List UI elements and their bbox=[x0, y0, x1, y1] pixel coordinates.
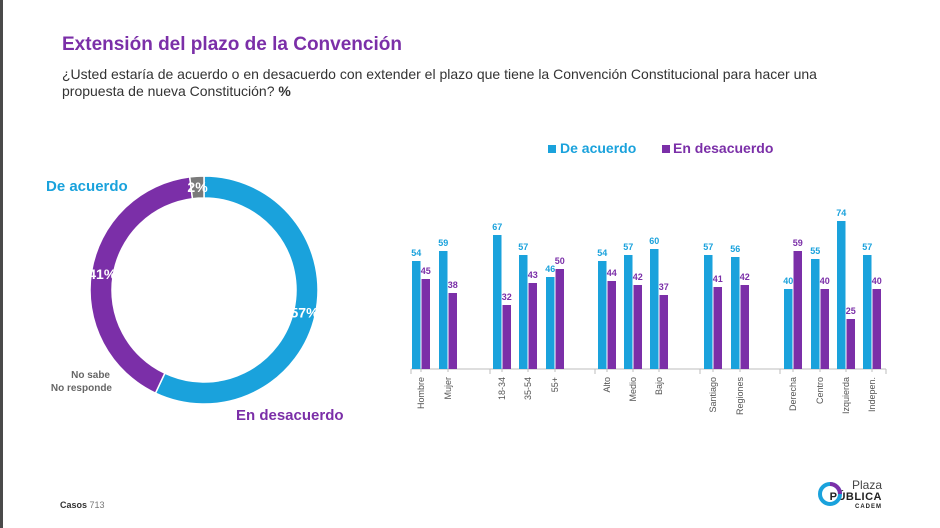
data-label-acuerdo-9: 56 bbox=[730, 244, 740, 254]
bar-desacuerdo-13 bbox=[872, 289, 881, 369]
x-tick-label-6: Medio bbox=[628, 377, 638, 402]
donut-slice-1 bbox=[89, 176, 194, 395]
casos-label: Casos bbox=[60, 500, 88, 510]
x-tick-label-5: Alto bbox=[602, 377, 612, 393]
logo-line1: Plaza bbox=[851, 478, 882, 492]
bar-acuerdo-6 bbox=[624, 255, 633, 369]
legend-label-acuerdo: De acuerdo bbox=[560, 140, 636, 156]
bar-desacuerdo-12 bbox=[846, 319, 855, 369]
bar-acuerdo-7 bbox=[650, 249, 659, 369]
data-label-desacuerdo-4: 50 bbox=[555, 256, 565, 266]
x-tick-label-11: Centro bbox=[815, 377, 825, 404]
x-tick-label-13: Indepen. bbox=[867, 377, 877, 412]
bar-acuerdo-10 bbox=[784, 289, 793, 369]
donut-category-desacuerdo: En desacuerdo bbox=[236, 407, 344, 424]
data-label-desacuerdo-7: 37 bbox=[659, 282, 669, 292]
bar-acuerdo-0 bbox=[412, 261, 421, 369]
bar-desacuerdo-9 bbox=[740, 285, 749, 369]
data-label-desacuerdo-6: 42 bbox=[633, 272, 643, 282]
donut-slice-2 bbox=[188, 175, 205, 200]
donut-value-label-0: 57% bbox=[291, 304, 320, 320]
data-label-acuerdo-7: 60 bbox=[649, 236, 659, 246]
x-tick-label-9: Regiones bbox=[735, 377, 745, 416]
donut-slice-0 bbox=[154, 175, 319, 405]
x-tick-label-4: 55+ bbox=[550, 377, 560, 392]
bar-acuerdo-1 bbox=[439, 251, 448, 369]
legend-swatch-acuerdo bbox=[548, 145, 556, 153]
bar-desacuerdo-3 bbox=[528, 283, 537, 369]
data-label-acuerdo-10: 40 bbox=[783, 276, 793, 286]
data-label-acuerdo-4: 46 bbox=[545, 264, 555, 274]
unit-label: % bbox=[278, 83, 291, 99]
bar-desacuerdo-7 bbox=[659, 295, 668, 369]
bar-acuerdo-8 bbox=[704, 255, 713, 369]
data-label-acuerdo-1: 59 bbox=[438, 238, 448, 248]
bar-desacuerdo-6 bbox=[633, 285, 642, 369]
bar-desacuerdo-10 bbox=[793, 251, 802, 369]
question-text: ¿Usted estaría de acuerdo o en desacuerd… bbox=[62, 66, 817, 99]
page-title: Extensión del plazo de la Convención bbox=[62, 34, 402, 55]
data-label-desacuerdo-5: 44 bbox=[607, 268, 617, 278]
data-label-desacuerdo-13: 40 bbox=[872, 276, 882, 286]
data-label-acuerdo-6: 57 bbox=[623, 242, 633, 252]
data-label-acuerdo-3: 57 bbox=[518, 242, 528, 252]
donut-value-label-2: 2% bbox=[187, 179, 208, 195]
bar-desacuerdo-4 bbox=[555, 269, 564, 369]
donut-category-nosabe-1: No sabe bbox=[71, 370, 110, 381]
bar-acuerdo-13 bbox=[863, 255, 872, 369]
page-subtitle: ¿Usted estaría de acuerdo o en desacuerd… bbox=[62, 66, 862, 100]
data-label-acuerdo-11: 55 bbox=[810, 246, 820, 256]
x-tick-label-7: Bajo bbox=[654, 377, 664, 395]
bar-acuerdo-11 bbox=[811, 259, 820, 369]
donut-category-nosabe-2: No responde bbox=[51, 383, 113, 394]
bar-desacuerdo-2 bbox=[502, 305, 511, 369]
x-tick-label-12: Izquierda bbox=[841, 377, 851, 414]
x-tick-label-0: Hombre bbox=[416, 377, 426, 409]
data-label-acuerdo-0: 54 bbox=[411, 248, 421, 258]
data-label-desacuerdo-1: 38 bbox=[448, 280, 458, 290]
data-label-desacuerdo-10: 59 bbox=[793, 238, 803, 248]
bar-desacuerdo-5 bbox=[607, 281, 616, 369]
data-label-desacuerdo-9: 42 bbox=[740, 272, 750, 282]
bar-acuerdo-12 bbox=[837, 221, 846, 369]
legend-label-desacuerdo: En desacuerdo bbox=[673, 140, 773, 156]
bar-desacuerdo-8 bbox=[713, 287, 722, 369]
data-label-acuerdo-13: 57 bbox=[862, 242, 872, 252]
x-tick-label-1: Mujer bbox=[443, 377, 453, 400]
donut-value-label-1: 41% bbox=[88, 266, 117, 282]
data-label-acuerdo-8: 57 bbox=[703, 242, 713, 252]
data-label-acuerdo-12: 74 bbox=[836, 208, 846, 218]
data-label-desacuerdo-0: 45 bbox=[421, 266, 431, 276]
data-label-desacuerdo-3: 43 bbox=[528, 270, 538, 280]
bar-desacuerdo-0 bbox=[421, 279, 430, 369]
logo-mark-icon bbox=[818, 482, 842, 506]
data-label-acuerdo-2: 67 bbox=[492, 222, 502, 232]
logo-line3: CADEM bbox=[855, 504, 882, 510]
legend-swatch-desacuerdo bbox=[662, 145, 670, 153]
x-tick-label-8: Santiago bbox=[708, 377, 718, 413]
bar-acuerdo-5 bbox=[598, 261, 607, 369]
data-label-desacuerdo-11: 40 bbox=[820, 276, 830, 286]
x-tick-label-3: 35-54 bbox=[523, 377, 533, 400]
bar-desacuerdo-1 bbox=[448, 293, 457, 369]
bar-acuerdo-4 bbox=[546, 277, 555, 369]
data-label-desacuerdo-8: 41 bbox=[713, 274, 723, 284]
bar-desacuerdo-11 bbox=[820, 289, 829, 369]
donut-category-acuerdo: De acuerdo bbox=[46, 178, 128, 195]
bar-acuerdo-3 bbox=[519, 255, 528, 369]
data-label-desacuerdo-2: 32 bbox=[502, 292, 512, 302]
plaza-publica-logo: Plaza PÚBLICA CADEM bbox=[818, 476, 918, 516]
bar-acuerdo-9 bbox=[731, 257, 740, 369]
x-tick-label-10: Derecha bbox=[788, 377, 798, 411]
left-border bbox=[0, 0, 3, 528]
data-label-acuerdo-5: 54 bbox=[597, 248, 607, 258]
logo-line2: PÚBLICA bbox=[829, 491, 882, 503]
x-tick-label-2: 18-34 bbox=[497, 377, 507, 400]
casos-value: 713 bbox=[89, 500, 105, 510]
casos-footnote: Casos 713 bbox=[60, 500, 105, 510]
bar-acuerdo-2 bbox=[493, 235, 502, 369]
data-label-desacuerdo-12: 25 bbox=[846, 306, 856, 316]
